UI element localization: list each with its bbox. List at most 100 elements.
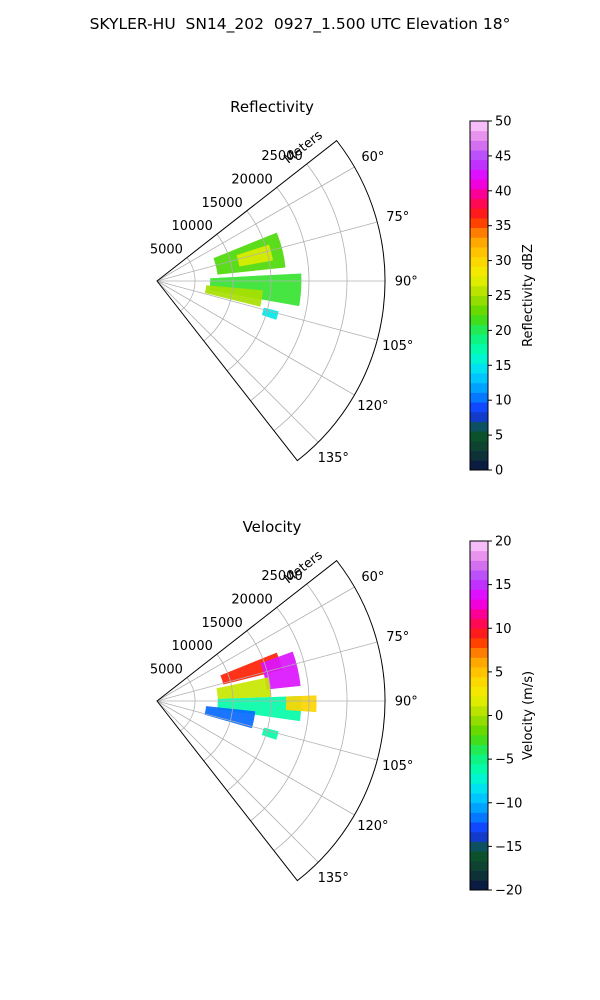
colorbar-band-1 <box>470 460 488 471</box>
colorbar-tick-label-11: 50 <box>495 115 512 130</box>
colorbar-band-19 <box>470 285 488 296</box>
colorbar-band-24 <box>470 237 488 248</box>
colorbar-band-15 <box>470 324 488 335</box>
colorbar-band-26 <box>470 217 488 229</box>
echo-region-6 <box>204 706 256 729</box>
colorbar-band-27 <box>470 208 488 219</box>
azimuth-spoke-4 <box>156 700 378 761</box>
colorbar-tick-label-6: 25 <box>495 289 512 304</box>
colorbar-band-11 <box>470 363 488 374</box>
range-ring-1 <box>180 257 196 312</box>
colorbar-band-29 <box>470 188 488 199</box>
range-ring-4 <box>250 187 310 402</box>
colorbar-band-21 <box>470 686 488 697</box>
echo-region-1 <box>220 652 283 685</box>
colorbar-band-16 <box>470 734 488 745</box>
colorbar-band-27 <box>470 628 488 639</box>
colorbar-band-22 <box>470 256 488 267</box>
colorbar-band-3 <box>470 860 488 872</box>
azimuth-tick-label-6: 135° <box>318 871 349 886</box>
colorbar-band-2 <box>470 450 488 461</box>
colorbar-band-18 <box>470 295 488 306</box>
colorbar-tick-label-5: 20 <box>495 324 512 339</box>
colorbar-band-17 <box>470 725 488 736</box>
echo-layer <box>204 651 317 740</box>
echo-region-2 <box>236 244 274 267</box>
colorbar-band-7 <box>470 402 488 413</box>
colorbar-tick-label-4: −5 <box>495 753 514 768</box>
colorbar-band-20 <box>470 276 488 287</box>
range-ring-5 <box>273 163 348 432</box>
colorbar-band-12 <box>470 773 488 784</box>
colorbar-band-21 <box>470 266 488 277</box>
azimuth-tick-label-3: 90° <box>395 275 418 290</box>
colorbar-band-9 <box>470 802 488 813</box>
colorbar-tick-label-8: 35 <box>495 219 512 234</box>
panel-title: Velocity <box>243 518 302 536</box>
colorbar-band-24 <box>470 657 488 668</box>
colorbar-band-32 <box>470 159 488 170</box>
colorbar-band-9 <box>470 382 488 393</box>
range-ring-3 <box>226 630 272 792</box>
range-tick-label-4: 20000 <box>231 592 272 607</box>
colorbar-tick-label-3: 10 <box>495 394 512 409</box>
colorbar-band-32 <box>470 579 488 590</box>
colorbar-tick-label-4: 15 <box>495 359 512 374</box>
range-tick-label-5: 25000 <box>261 149 302 164</box>
azimuth-spoke-1 <box>156 166 355 282</box>
colorbar-tick-label-1: −20 <box>495 884 522 899</box>
echo-region-5 <box>261 307 279 320</box>
azimuth-spoke-6 <box>156 700 319 863</box>
colorbar-band-14 <box>470 754 488 765</box>
colorbar-tick-label-6: 5 <box>495 665 503 680</box>
colorbar-band-34 <box>470 140 488 151</box>
range-tick-label-5: 25000 <box>261 569 302 584</box>
colorbar-band-4 <box>470 851 488 862</box>
colorbar-band-36 <box>470 121 488 132</box>
azimuth-tick-label-2: 75° <box>386 630 409 645</box>
range-tick-label-1: 5000 <box>150 663 183 678</box>
colorbar-band-10 <box>470 373 488 384</box>
azimuth-spoke-5 <box>156 700 355 816</box>
colorbar-band-10 <box>470 793 488 804</box>
range-tick-label-1: 5000 <box>150 243 183 258</box>
colorbar-tick-label-10: 45 <box>495 149 512 164</box>
range-tick-label-4: 20000 <box>231 172 272 187</box>
colorbar-tick-label-1: 0 <box>495 464 503 479</box>
echo-region-5 <box>285 695 317 713</box>
colorbar-band-4 <box>470 431 488 442</box>
range-tick-label-2: 10000 <box>172 639 213 654</box>
range-ring-1 <box>180 677 196 732</box>
echo-region-4 <box>217 695 302 722</box>
range-ring-2 <box>203 653 234 762</box>
colorbar-tick-label-9: 40 <box>495 184 512 199</box>
colorbar-band-1 <box>470 880 488 891</box>
sector-frame <box>156 139 386 462</box>
colorbar-tick-label-2: −15 <box>495 840 522 855</box>
colorbar-tick-label-7: 10 <box>495 622 512 637</box>
range-tick-label-3: 15000 <box>201 616 242 631</box>
colorbar-band-35 <box>470 130 488 141</box>
colorbar-band-15 <box>470 744 488 755</box>
colorbar-band-5 <box>470 421 488 432</box>
colorbar-band-2 <box>470 870 488 881</box>
colorbar-band-7 <box>470 822 488 833</box>
colorbar: −20 −15 −10 −5 0 5 10 15 20 Velocity (m/s) <box>469 535 536 899</box>
range-axis-label: Meters <box>281 128 325 167</box>
colorbar-label: Reflectivity dBZ <box>521 244 536 347</box>
azimuth-tick-label-6: 135° <box>318 451 349 466</box>
colorbar-label: Velocity (m/s) <box>521 671 536 760</box>
colorbar-band-23 <box>470 667 488 678</box>
colorbar-band-16 <box>470 314 488 325</box>
colorbar-band-28 <box>470 618 488 629</box>
sector-frame <box>156 559 386 882</box>
colorbar: 0 5 10 15 20 25 30 35 40 45 50 Reflectivity dBZ <box>469 115 536 479</box>
colorbar-band-6 <box>470 831 488 842</box>
colorbar-band-25 <box>470 227 488 238</box>
colorbar-band-29 <box>470 608 488 619</box>
panel-title: Reflectivity <box>230 98 314 116</box>
colorbar-band-20 <box>470 696 488 707</box>
